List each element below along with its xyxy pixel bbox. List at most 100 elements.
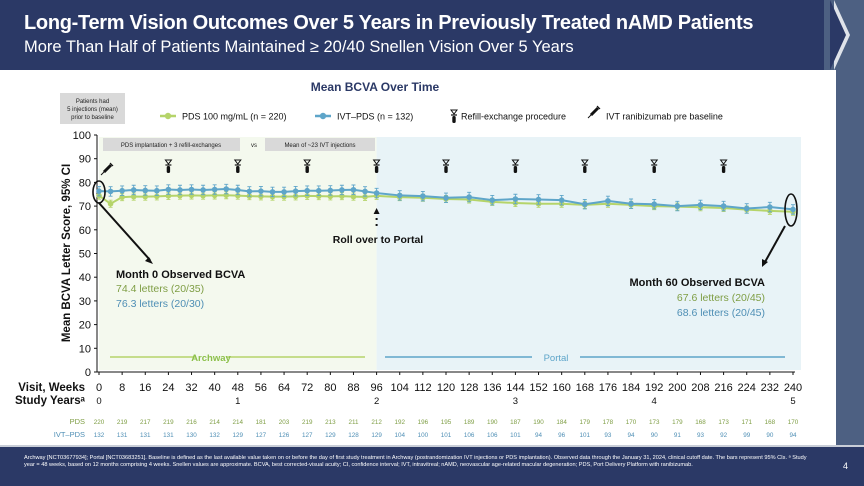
at-risk-ivt: 93 [604, 432, 612, 439]
ivt-phase-box [265, 138, 375, 151]
month60-ivt: 68.6 letters (20/45) [677, 307, 765, 319]
at-risk-ivt: 94 [535, 432, 543, 439]
data-point [720, 203, 727, 209]
x-tick-label: 48 [232, 382, 244, 394]
at-risk-pds: 220 [94, 419, 105, 426]
at-risk-pds: 189 [464, 419, 475, 426]
data-point [96, 188, 102, 194]
at-risk-pds: 173 [718, 419, 729, 426]
data-point [281, 189, 287, 195]
month0-title: Month 0 Observed BCVA [116, 269, 245, 281]
x-tick-label: 72 [301, 382, 313, 394]
data-point [130, 193, 137, 200]
x-tick-label: 136 [483, 382, 501, 394]
y-axis-label: Mean BCVA Letter Score, 95% CI [61, 164, 73, 342]
at-risk-ivt: 100 [418, 432, 429, 439]
y-tick-label: 40 [79, 272, 91, 284]
data-point [258, 188, 264, 194]
data-point [605, 198, 611, 204]
slide-subtitle: More Than Half of Patients Maintained ≥ … [24, 38, 574, 56]
at-risk-ivt: 126 [279, 432, 290, 439]
data-point [154, 193, 160, 200]
at-risk-ivt: 92 [720, 432, 728, 439]
x-tick-label: 96 [370, 382, 382, 394]
month60-title: Month 60 Observed BCVA [630, 277, 766, 289]
refill-exchange-icon [442, 159, 450, 173]
slide-header: Long-Term Vision Outcomes Over 5 Years i… [0, 0, 864, 70]
at-risk-pds: 212 [371, 419, 382, 426]
data-point [304, 193, 311, 199]
data-point [258, 193, 264, 200]
at-risk-ivt: 127 [302, 432, 313, 439]
study-years-label: Study Yearsᵃ [15, 395, 86, 407]
patients-box-line: Patients had [76, 99, 109, 105]
x-tick-label: 208 [691, 382, 709, 394]
data-point [558, 197, 565, 203]
patients-box-line: prior to baseline [71, 115, 114, 121]
data-point [188, 186, 195, 193]
at-risk-pds: 195 [441, 419, 452, 426]
legend-refill-label: Refill-exchange procedure [461, 112, 566, 122]
portal-label: Portal [544, 353, 569, 364]
x-tick-label: 16 [139, 382, 151, 394]
data-point [315, 187, 322, 194]
at-risk-ivt: 90 [651, 432, 659, 439]
month0-arrowhead [145, 257, 153, 264]
x-tick-label: 200 [668, 382, 686, 394]
data-point [373, 190, 380, 196]
at-risk-pds: 203 [279, 419, 290, 426]
data-point [200, 192, 206, 199]
at-risk-ivt: 106 [487, 432, 498, 439]
data-point [235, 192, 241, 199]
data-point [512, 196, 519, 202]
data-point [165, 186, 172, 193]
data-point [235, 187, 241, 193]
at-risk-pds: 196 [418, 419, 429, 426]
x-tick-label: 112 [414, 382, 432, 394]
at-risk-pds: 219 [302, 419, 313, 426]
data-point [743, 205, 750, 212]
data-point [767, 204, 773, 210]
at-risk-pds: 170 [626, 419, 637, 426]
legend-label-1: IVT–PDS (n = 132) [337, 112, 413, 122]
month60-arrow [764, 225, 786, 263]
data-point [292, 188, 299, 194]
chart-title: Mean BCVA Over Time [311, 80, 440, 94]
data-point [142, 187, 149, 194]
study-year-tick: 3 [513, 396, 518, 407]
x-tick-label: 80 [324, 382, 336, 394]
at-risk-ivt: 127 [256, 432, 267, 439]
at-risk-ivt: 94 [628, 432, 636, 439]
study-year-tick: 0 [96, 396, 101, 407]
data-point [396, 192, 403, 199]
at-risk-ivt: 101 [441, 432, 452, 439]
at-risk-ivt: 131 [163, 432, 174, 439]
data-point [674, 203, 681, 209]
x-tick-label: 104 [391, 382, 409, 394]
at-risk-pds: 190 [533, 419, 544, 426]
data-point [269, 189, 276, 195]
x-tick-label: 216 [714, 382, 732, 394]
at-risk-pds: 168 [695, 419, 706, 426]
at-risk-pds-label: PDS [70, 417, 85, 426]
x-tick-label: 176 [599, 382, 617, 394]
y-tick-label: 10 [79, 343, 91, 355]
at-risk-pds: 214 [233, 419, 244, 426]
pds-phase-box [103, 138, 240, 151]
at-risk-ivt: 94 [789, 432, 797, 439]
data-point [200, 187, 206, 193]
at-risk-ivt: 129 [325, 432, 336, 439]
at-risk-pds: 213 [325, 419, 336, 426]
refill-exchange-icon [511, 159, 520, 173]
at-risk-pds: 168 [765, 419, 776, 426]
x-tick-label: 40 [209, 382, 221, 394]
data-point [339, 187, 345, 193]
portal-background [376, 137, 801, 370]
x-tick-label: 88 [347, 382, 359, 394]
x-axis-label: Visit, Weeks [18, 382, 85, 394]
at-risk-ivt: 129 [233, 432, 244, 439]
month0-arrow [98, 202, 151, 261]
at-risk-ivt: 130 [186, 432, 197, 439]
at-risk-ivt: 90 [766, 432, 774, 439]
study-year-tick: 1 [235, 396, 240, 407]
